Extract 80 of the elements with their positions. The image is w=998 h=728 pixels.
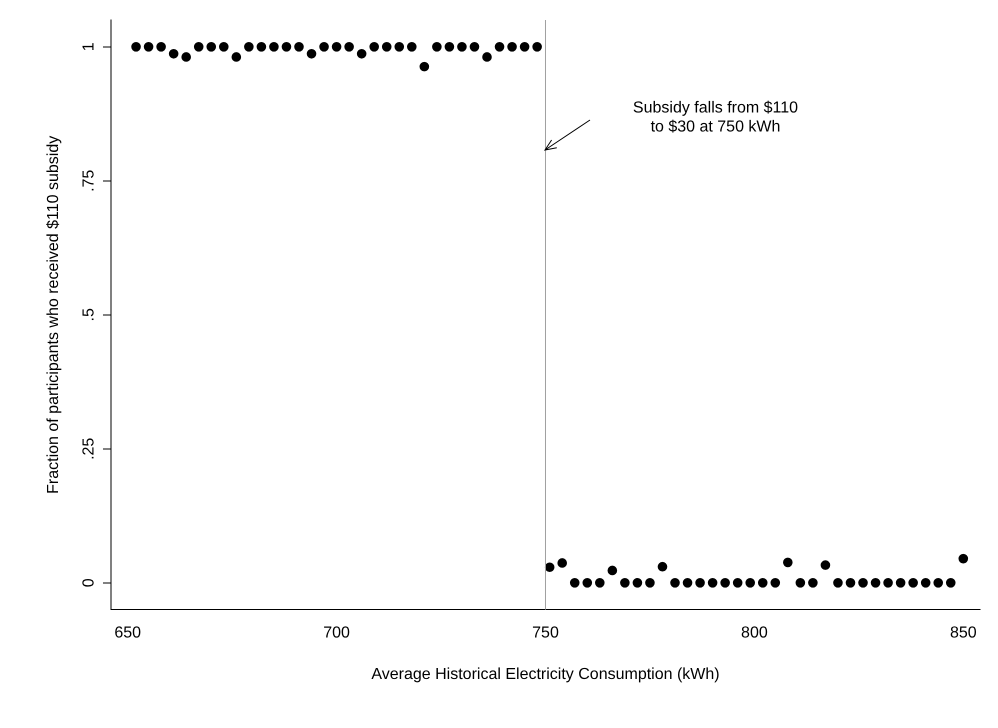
y-tick-label: .5 [80,308,98,322]
point [144,42,154,52]
point [457,42,467,52]
point [332,42,342,52]
point [745,578,756,588]
point [131,42,141,52]
y-tick-label: .25 [80,438,98,460]
point [269,42,279,52]
point [608,566,618,576]
point [194,42,204,52]
x-axis-title: Average Historical Electricity Consumption (kWh) [371,666,720,683]
point [382,42,392,52]
point [570,578,580,588]
annotation: Subsidy falls from $110 to $30 at 750 kWh [632,100,798,136]
point [420,62,430,72]
point [846,578,856,588]
point [682,578,692,588]
point [908,578,918,588]
point [557,558,568,568]
point [708,578,718,588]
point [444,42,454,52]
x-tick-label: 700 [323,624,350,642]
y-tick-label: 1 [80,42,98,52]
point [933,578,944,588]
point [294,42,304,52]
point [820,560,830,570]
point [244,42,254,52]
point [582,578,592,588]
point [770,578,780,588]
point [319,42,329,52]
point [406,42,417,52]
point [796,578,806,588]
point [946,578,956,588]
point [482,52,492,62]
point [282,42,292,52]
point [783,558,793,568]
point [432,42,442,52]
point [858,578,868,588]
point [920,578,930,588]
point [870,578,880,588]
point [896,578,906,588]
x-tick-label: 750 [532,624,559,642]
x-tick-label: 850 [950,624,977,642]
point [808,578,818,588]
point [632,578,642,588]
x-tick-label: 800 [741,624,768,642]
point [306,48,316,59]
point [369,42,379,52]
point [206,42,216,52]
point [156,42,166,52]
point [520,42,530,52]
point [720,578,730,588]
point [356,48,366,59]
point [833,578,843,588]
point [658,562,668,572]
point [544,562,554,572]
point [645,578,655,588]
point [470,42,480,52]
point [344,42,354,52]
point [732,578,742,588]
point [232,52,242,62]
point [670,578,680,588]
point [883,578,893,588]
y-axis-title: Fraction of participants who received $110 subsidy [45,136,62,494]
point [695,578,705,588]
point [958,554,968,564]
point [256,42,266,52]
y-tick-label: .75 [80,170,98,192]
point [218,42,229,52]
point [494,42,504,52]
point [532,42,542,52]
point [620,578,630,588]
y-tick-label: 0 [80,578,98,588]
point [181,52,191,62]
point [394,42,404,52]
x-tick-label: 650 [114,624,142,642]
point [168,48,178,59]
point [507,42,517,52]
point [758,578,768,588]
point [595,578,605,588]
